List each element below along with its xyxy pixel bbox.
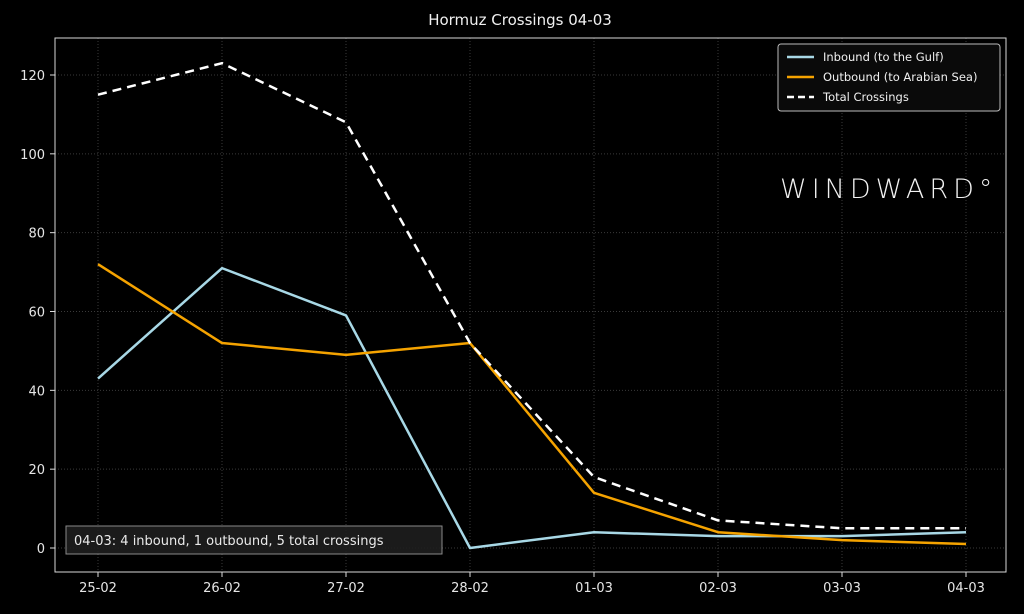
legend: Inbound (to the Gulf) Outbound (to Arabi… (777, 43, 1001, 112)
annotation-text: 04-03: 4 inbound, 1 outbound, 5 total cr… (74, 534, 384, 549)
x-tick-label: 04-03 (947, 581, 985, 596)
x-axis: 25-02 26-02 27-02 28-02 01-03 02-03 03-03 04-03 (79, 572, 985, 596)
x-tick-label: 01-03 (575, 581, 613, 596)
y-tick-label: 120 (20, 69, 45, 84)
legend-box (777, 43, 1001, 112)
y-tick-label: 20 (28, 463, 45, 478)
legend-label-total: Total Crossings (822, 90, 909, 104)
x-tick-label: 26-02 (203, 581, 241, 596)
series-line-outbound (97, 263, 967, 546)
legend-label-outbound: Outbound (to Arabian Sea) (823, 70, 977, 84)
y-axis: 0 20 40 60 80 100 120 (20, 69, 55, 557)
legend-label-inbound: Inbound (to the Gulf) (823, 50, 944, 64)
x-tick-label: 27-02 (327, 581, 365, 596)
x-tick-label: 02-03 (699, 581, 737, 596)
x-tick-label: 03-03 (823, 581, 861, 596)
grid (55, 38, 1006, 572)
windward-watermark: WINDWARD° (780, 174, 997, 205)
y-tick-label: 100 (20, 148, 45, 163)
y-tick-label: 60 (28, 306, 45, 321)
plot-frame (54, 37, 1007, 573)
series-line-total (97, 61, 966, 530)
x-tick-label: 25-02 (79, 581, 117, 596)
x-tick-label: 28-02 (451, 581, 489, 596)
chart-title: Hormuz Crossings 04-03 (428, 11, 612, 29)
y-tick-label: 0 (37, 542, 45, 557)
series-line-inbound (97, 266, 967, 550)
y-tick-label: 80 (28, 227, 45, 242)
y-tick-label: 40 (28, 384, 45, 399)
series-group (97, 61, 967, 550)
annotation-box: 04-03: 4 inbound, 1 outbound, 5 total cr… (65, 525, 443, 555)
